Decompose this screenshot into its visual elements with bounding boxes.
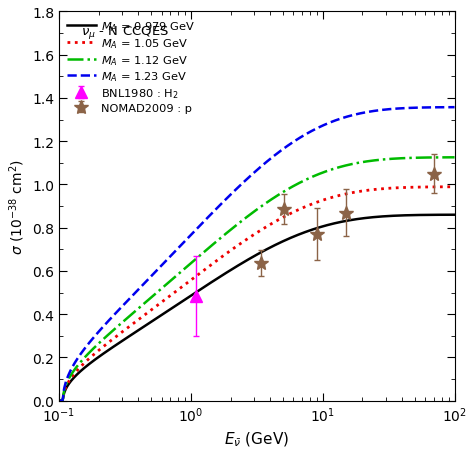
$M_A$ = 0.979 GeV bbox=[354, 217, 360, 222]
$M_A$ = 0.979 GeV bbox=[158, 313, 164, 318]
$M_A$ = 1.12 GeV bbox=[452, 155, 457, 161]
X-axis label: $E_{\bar{\nu}}$ (GeV): $E_{\bar{\nu}}$ (GeV) bbox=[224, 430, 289, 448]
$M_A$ = 1.05 GeV bbox=[126, 324, 132, 330]
$M_A$ = 1.12 GeV bbox=[235, 222, 241, 227]
$M_A$ = 0.979 GeV bbox=[56, 398, 62, 404]
Text: $\bar{\nu}_{\mu}$ - N CCQES: $\bar{\nu}_{\mu}$ - N CCQES bbox=[81, 24, 169, 41]
$M_A$ = 1.23 GeV bbox=[158, 264, 164, 269]
$M_A$ = 1.23 GeV bbox=[289, 141, 295, 146]
$M_A$ = 0.979 GeV bbox=[235, 263, 241, 269]
$M_A$ = 1.23 GeV bbox=[56, 398, 62, 404]
$M_A$ = 1.23 GeV bbox=[452, 105, 457, 111]
$M_A$ = 1.05 GeV bbox=[235, 243, 241, 248]
Line: $M_A$ = 0.979 GeV: $M_A$ = 0.979 GeV bbox=[59, 215, 455, 401]
Line: $M_A$ = 1.23 GeV: $M_A$ = 1.23 GeV bbox=[59, 108, 455, 401]
$M_A$ = 0.979 GeV bbox=[126, 334, 132, 339]
$M_A$ = 1.23 GeV bbox=[235, 185, 241, 191]
$M_A$ = 1.12 GeV bbox=[56, 398, 62, 404]
Line: $M_A$ = 1.12 GeV: $M_A$ = 1.12 GeV bbox=[59, 158, 455, 401]
$M_A$ = 1.23 GeV bbox=[320, 123, 326, 129]
$M_A$ = 1.05 GeV bbox=[289, 211, 295, 216]
$M_A$ = 1.05 GeV bbox=[452, 185, 457, 190]
Line: $M_A$ = 1.05 GeV: $M_A$ = 1.05 GeV bbox=[59, 187, 455, 401]
$M_A$ = 1.23 GeV bbox=[354, 112, 360, 117]
$M_A$ = 1.12 GeV bbox=[354, 161, 360, 167]
$M_A$ = 0.979 GeV bbox=[320, 224, 326, 229]
Y-axis label: $\sigma$ (10$^{-38}$ cm$^2$): $\sigma$ (10$^{-38}$ cm$^2$) bbox=[7, 159, 27, 254]
$M_A$ = 0.979 GeV bbox=[452, 212, 457, 218]
$M_A$ = 1.12 GeV bbox=[289, 185, 295, 190]
$M_A$ = 1.05 GeV bbox=[158, 300, 164, 306]
$M_A$ = 1.05 GeV bbox=[320, 198, 326, 203]
$M_A$ = 1.23 GeV bbox=[126, 297, 132, 302]
Legend: $M_A$ = 0.979 GeV, $M_A$ = 1.05 GeV, $M_A$ = 1.12 GeV, $M_A$ = 1.23 GeV, BNL1980: $M_A$ = 0.979 GeV, $M_A$ = 1.05 GeV, $M_… bbox=[65, 18, 198, 116]
$M_A$ = 0.979 GeV bbox=[289, 235, 295, 240]
$M_A$ = 1.05 GeV bbox=[354, 190, 360, 195]
$M_A$ = 1.05 GeV bbox=[56, 398, 62, 404]
$M_A$ = 1.12 GeV bbox=[126, 314, 132, 319]
$M_A$ = 1.12 GeV bbox=[158, 287, 164, 293]
$M_A$ = 1.12 GeV bbox=[320, 170, 326, 176]
